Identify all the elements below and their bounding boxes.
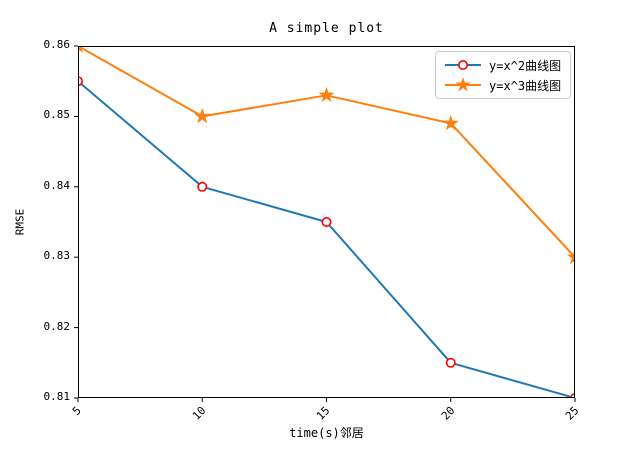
legend-label: y=x^3曲线图 [489, 78, 562, 93]
legend-item-series-1: y=x^2曲线图 [444, 56, 561, 74]
chart-title: A simple plot [269, 21, 384, 36]
legend-item-series-2: y=x^3曲线图 [444, 76, 561, 94]
y-axis-label: RMSE [13, 208, 27, 236]
x-axis-label: time(s)邻居 [289, 426, 364, 440]
legend-label: y=x^2曲线图 [489, 58, 562, 73]
line-circle-marker-icon [445, 60, 481, 70]
legend: y=x^2曲线图 y=x^3曲线图 [435, 51, 572, 99]
line-star-marker-icon [445, 77, 481, 92]
